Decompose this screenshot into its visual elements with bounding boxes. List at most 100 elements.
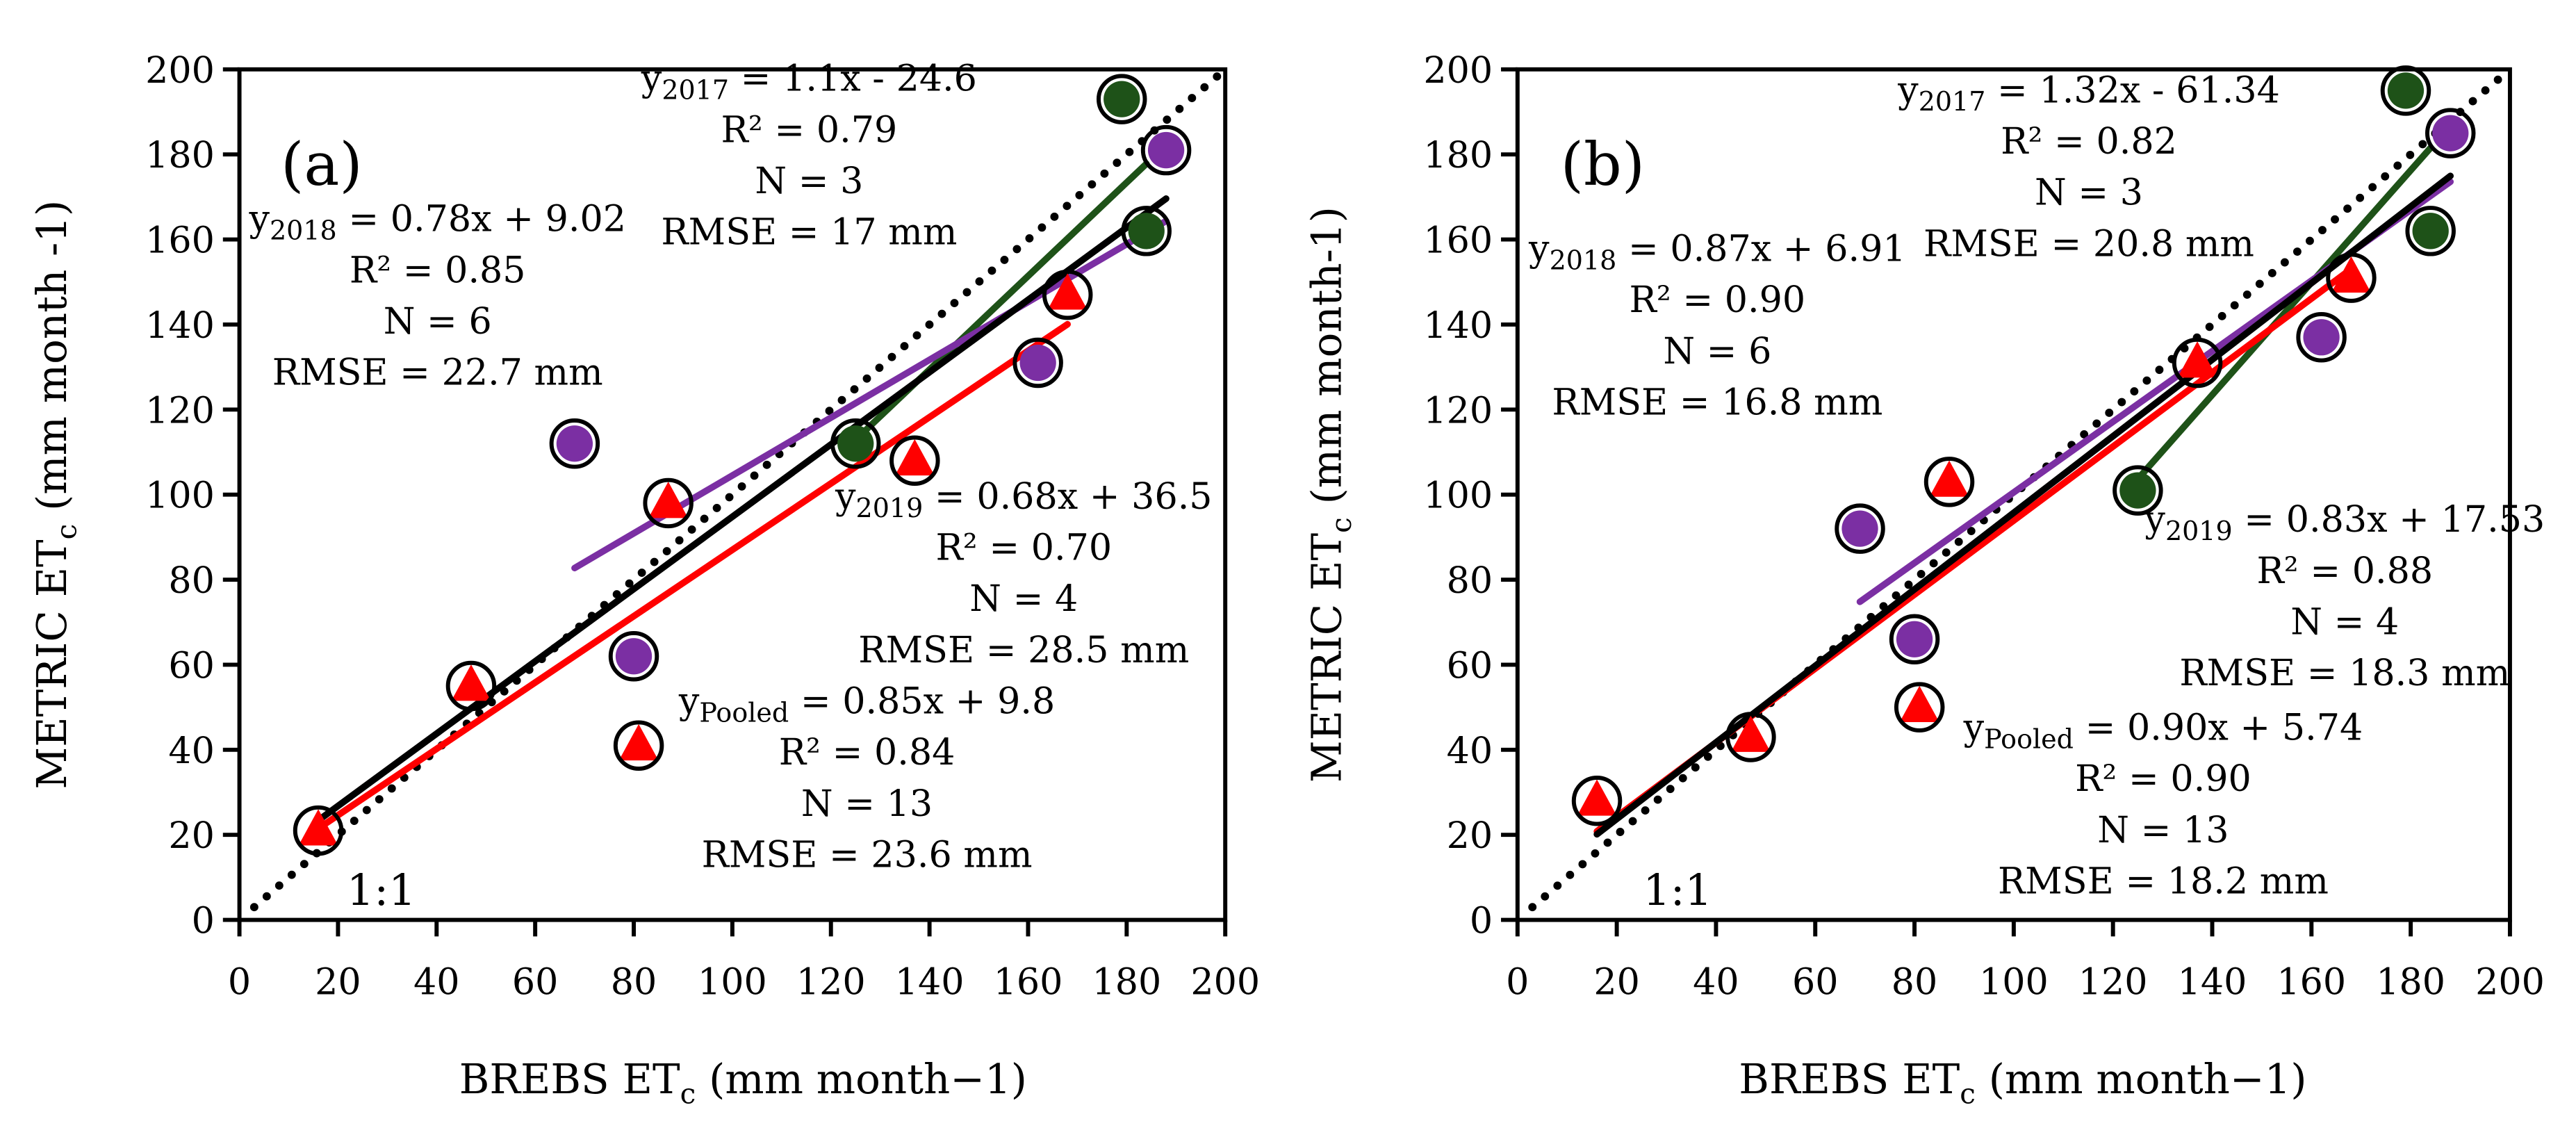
point-ring [1835, 503, 1885, 554]
data-point-2018 [1923, 457, 1975, 507]
point-ring [1571, 776, 1623, 826]
equation: y2019 = 0.83x + 17.53 [2144, 498, 2545, 546]
x-tick-label: 180 [2376, 961, 2445, 1004]
stat-r2: R² = 0.85 [350, 249, 526, 291]
stat-n: N = 4 [969, 578, 1078, 620]
x-tick-label: 20 [315, 961, 361, 1004]
data-point-2017 [1121, 206, 1172, 256]
equation-subscript: 2017 [1919, 86, 1986, 117]
point-ring [2326, 252, 2377, 303]
stat-rmse: RMSE = 16.8 mm [1552, 381, 1882, 423]
y-tick-label: 120 [1423, 389, 1493, 432]
y-tick-label: 200 [145, 49, 215, 92]
y-tick-label: 80 [1447, 559, 1493, 602]
x-tick-label: 160 [994, 961, 1063, 1004]
y-tick-label: 180 [1423, 134, 1493, 177]
x-tick-label: 120 [2078, 961, 2148, 1004]
point-ring [445, 660, 497, 712]
x-tick-label: 40 [413, 961, 460, 1004]
point-triangle [451, 664, 491, 701]
data-point-2018 [1042, 269, 1093, 320]
point-fill [1841, 510, 1878, 547]
point-ring [2405, 206, 2456, 256]
x-tick-label: 120 [796, 961, 866, 1004]
x-tick-label: 200 [1190, 961, 1260, 1004]
equation-y: y [1528, 227, 1550, 270]
equation-subscript: Pooled [699, 697, 789, 728]
point-ring [549, 418, 600, 469]
stat-r2: R² = 0.90 [2075, 758, 2251, 800]
x-tick-label: 140 [895, 961, 965, 1004]
stat-r2: R² = 0.82 [2001, 120, 2177, 163]
y-tick-label: 100 [1423, 475, 1493, 517]
stat-n: N = 4 [2290, 600, 2399, 643]
point-triangle [1899, 685, 1939, 723]
data-point-2017 [1097, 74, 1147, 124]
point-fill [2303, 319, 2340, 356]
stat-rmse: RMSE = 22.7 mm [272, 352, 603, 394]
one-to-one-label: 1:1 [347, 865, 416, 915]
point-ring [830, 418, 881, 469]
stat-rmse: RMSE = 23.6 mm [702, 834, 1033, 876]
point-ring [293, 805, 344, 856]
x-axis-title: BREBS ETc (mm month−1) [459, 1056, 1027, 1110]
data-point-2017 [2380, 65, 2431, 116]
panel-a: 0 20 40 60 80 100 120 140 160 180 200 0 20 40 60 80 100 1… [28, 49, 1260, 1111]
point-ring [2380, 65, 2431, 116]
x-tick-label: 100 [698, 961, 767, 1004]
panel-label: (a) [281, 131, 363, 199]
data-point-2019 [2425, 108, 2476, 158]
y-tick-label: 60 [168, 644, 215, 687]
x-tick-label: 60 [512, 961, 559, 1004]
point-triangle [1730, 715, 1771, 752]
equation: y2017 = 1.32x - 61.34 [1897, 69, 2280, 117]
x-tick-label: 180 [1092, 961, 1161, 1004]
point-ring [2296, 312, 2347, 363]
y-tick-label: 80 [168, 559, 215, 602]
x-tick-label: 200 [2475, 961, 2545, 1004]
equation-rest: = 1.1x - 24.6 [729, 58, 977, 100]
point-triangle [648, 482, 689, 518]
x-tick-label: 160 [2276, 961, 2346, 1004]
y-axis-title-main: METRIC ET [1304, 533, 1352, 783]
data-point-2019 [1012, 337, 1063, 389]
point-ring [2425, 108, 2476, 158]
equation-rest: = 0.68x + 36.5 [923, 475, 1212, 518]
one-to-one-line [249, 65, 1230, 912]
stat-n: N = 13 [801, 783, 933, 825]
x-tick-label: 0 [1506, 961, 1529, 1004]
x-axis-title-sub: c [680, 1077, 696, 1110]
equation-y: y [1897, 69, 1919, 111]
fit-line-pooled [315, 195, 1170, 824]
y-tick-label: 160 [145, 220, 215, 262]
x-axis-title-sub: c [1960, 1077, 1976, 1110]
point-triangle [2177, 341, 2217, 378]
data-point-2017 [2113, 465, 2163, 516]
stat-rmse: RMSE = 20.8 mm [1923, 222, 2254, 265]
y-axis-title-sub: c [50, 524, 83, 540]
point-ring [1042, 269, 1093, 320]
x-tick-label: 40 [1693, 961, 1739, 1004]
x-tick-label: 0 [228, 961, 251, 1004]
data-point-2019 [608, 630, 659, 682]
y-tick-label: 140 [1423, 304, 1493, 347]
y-tick-label: 60 [1447, 644, 1493, 687]
x-tick-label: 80 [1892, 961, 1938, 1004]
data-point-2018 [1894, 682, 1945, 733]
equation-y: y [1963, 707, 1985, 749]
data-point-2018 [293, 805, 344, 856]
stat-n: N = 13 [2097, 809, 2229, 851]
panel-b: 0 20 40 60 80 100 120 140 160 180 200 0 20 40 60 80 100 1… [1304, 49, 2545, 1111]
fit-line-pooled [1593, 172, 2454, 838]
y-tick-label: 120 [145, 389, 215, 432]
x-tick-label: 60 [1792, 961, 1839, 1004]
data-point-2019 [1889, 614, 1940, 664]
point-triangle [1929, 460, 1969, 497]
y-axis-title: METRIC ETc (mm month -1) [28, 200, 83, 790]
point-fill [2432, 115, 2469, 152]
